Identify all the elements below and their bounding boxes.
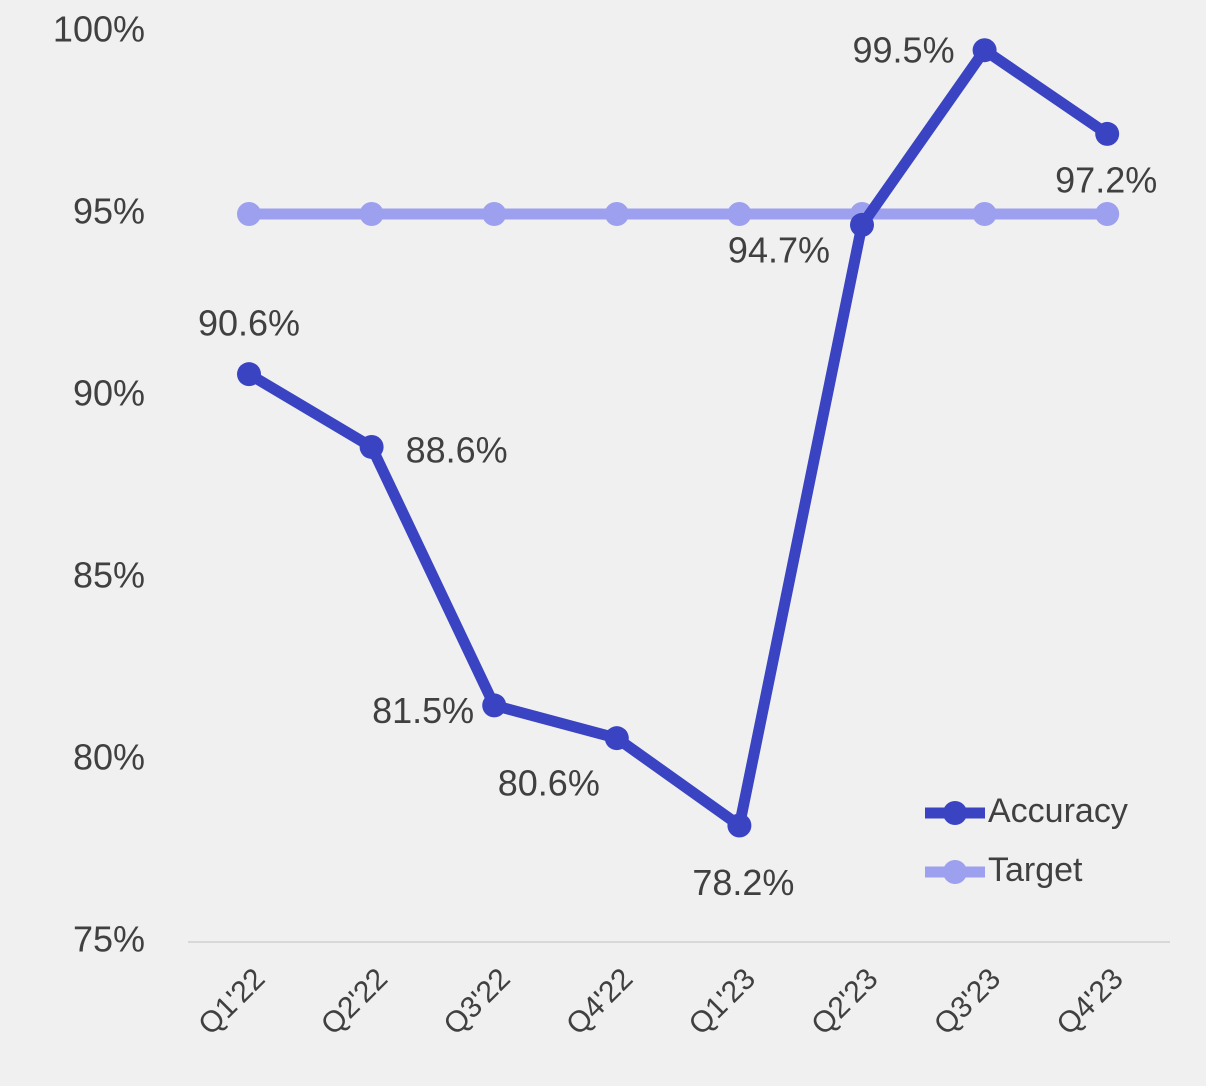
y-tick-label: 85% xyxy=(73,555,145,596)
point xyxy=(359,202,384,226)
legend-label: Target xyxy=(988,851,1083,889)
y-tick-label: 75% xyxy=(73,919,145,960)
y-tick-label: 80% xyxy=(73,737,145,778)
legend-label: Accuracy xyxy=(988,792,1128,830)
point xyxy=(972,202,997,226)
point xyxy=(972,38,997,63)
x-tick-label: Q1'23 xyxy=(683,962,762,1041)
data-label: 90.6% xyxy=(198,303,300,344)
data-label: 88.6% xyxy=(406,429,508,470)
point xyxy=(604,202,629,226)
x-tick-label: Q2'22 xyxy=(315,962,394,1041)
data-label: 94.7% xyxy=(728,229,830,270)
y-tick-label: 100% xyxy=(53,9,145,50)
x-tick-label: Q4'23 xyxy=(1050,962,1129,1041)
y-tick-label: 90% xyxy=(73,373,145,414)
series-line xyxy=(246,44,1111,832)
x-tick-label: Q3'23 xyxy=(928,962,1007,1041)
y-tick-label: 95% xyxy=(73,191,145,232)
point xyxy=(1095,202,1120,226)
x-tick-label: Q3'22 xyxy=(437,962,516,1041)
data-label: 80.6% xyxy=(498,763,600,804)
point xyxy=(604,726,629,751)
point xyxy=(727,202,752,226)
data-label: 97.2% xyxy=(1055,159,1157,200)
point xyxy=(850,212,874,237)
point xyxy=(482,693,507,718)
data-label: 99.5% xyxy=(853,30,955,71)
point xyxy=(237,362,261,387)
legend-marker xyxy=(943,860,967,884)
data-label: 78.2% xyxy=(692,862,794,903)
point xyxy=(359,434,384,459)
point xyxy=(1095,121,1120,146)
data-label: 81.5% xyxy=(372,690,474,731)
point xyxy=(727,813,752,838)
x-tick-label: Q1'22 xyxy=(192,962,271,1041)
point xyxy=(237,202,261,226)
x-tick-label: Q2'23 xyxy=(805,962,884,1041)
x-tick-label: Q4'22 xyxy=(560,962,639,1041)
legend-marker xyxy=(943,801,967,825)
point xyxy=(482,202,507,226)
